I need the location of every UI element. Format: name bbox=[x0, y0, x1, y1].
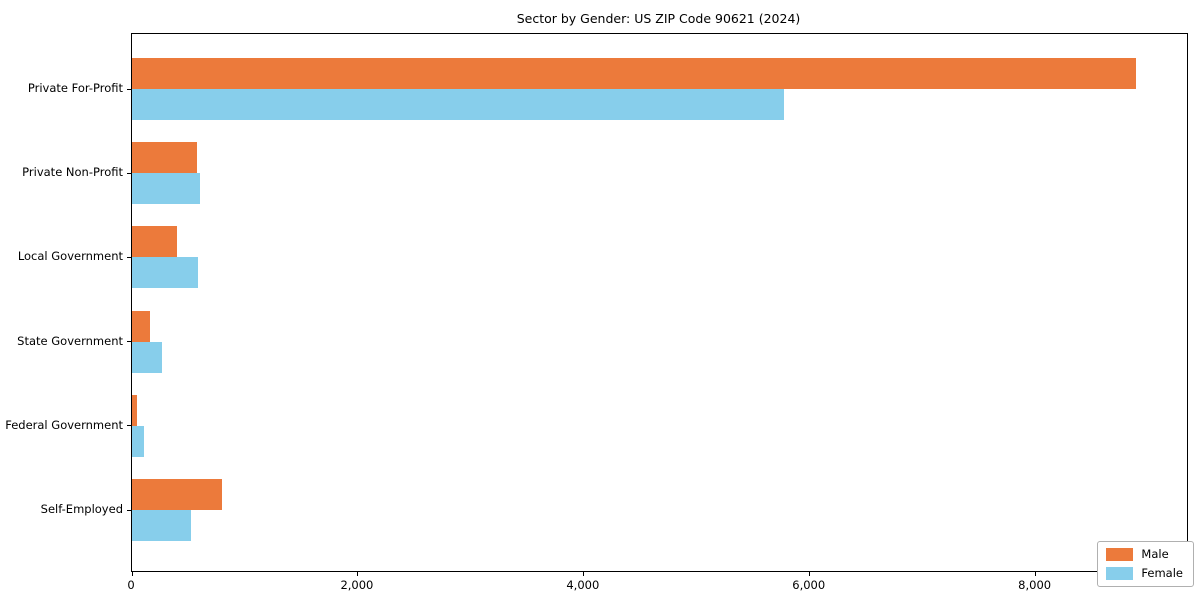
legend-swatch-male bbox=[1106, 548, 1134, 561]
plot-area bbox=[127, 33, 1188, 576]
chart-title: Sector by Gender: US ZIP Code 90621 (202… bbox=[516, 11, 801, 26]
y-tick-private-non-profit bbox=[127, 172, 131, 174]
x-tick-0 bbox=[131, 572, 133, 576]
bar-male-state-government bbox=[132, 310, 151, 342]
y-tick-state-government bbox=[127, 341, 131, 343]
x-tick-4-000 bbox=[583, 572, 585, 576]
bar-female-private-non-profit bbox=[132, 173, 200, 205]
y-tick-federal-government bbox=[127, 425, 131, 427]
x-tick-label-0: 0 bbox=[127, 578, 135, 592]
bar-female-private-for-profit bbox=[132, 89, 784, 120]
bar-male-private-for-profit bbox=[132, 58, 1136, 89]
bar-female-state-government bbox=[132, 341, 162, 373]
y-label-local-government: Local Government bbox=[17, 249, 123, 264]
y-tick-private-for-profit bbox=[127, 88, 131, 90]
bar-male-private-non-profit bbox=[132, 142, 197, 174]
y-label-private-non-profit: Private Non-Profit bbox=[22, 165, 123, 180]
y-label-state-government: State Government bbox=[17, 333, 123, 348]
y-tick-local-government bbox=[127, 256, 131, 258]
bar-female-federal-government bbox=[132, 425, 144, 457]
y-label-self-employed: Self-Employed bbox=[40, 502, 123, 516]
legend-label-male: Male bbox=[1141, 547, 1169, 561]
y-label-private-for-profit: Private For-Profit bbox=[27, 81, 123, 95]
y-label-federal-government: Federal Government bbox=[5, 417, 123, 432]
legend-item-male: Male bbox=[1106, 548, 1183, 561]
bar-male-self-employed bbox=[132, 479, 222, 510]
bar-female-self-employed bbox=[132, 510, 191, 541]
bar-male-federal-government bbox=[132, 394, 138, 426]
x-tick-label-6-000: 6,000 bbox=[792, 578, 826, 592]
legend: Male Female bbox=[1097, 541, 1194, 587]
y-tick-self-employed bbox=[127, 509, 131, 511]
x-tick-8-000 bbox=[1035, 572, 1037, 576]
x-tick-2-000 bbox=[357, 572, 359, 576]
legend-label-female: Female bbox=[1141, 566, 1183, 580]
legend-item-female: Female bbox=[1106, 567, 1183, 580]
bar-male-local-government bbox=[132, 226, 178, 258]
legend-swatch-female bbox=[1106, 567, 1134, 580]
x-tick-label-4-000: 4,000 bbox=[566, 578, 600, 592]
x-tick-label-8-000: 8,000 bbox=[1018, 578, 1052, 592]
x-tick-6-000 bbox=[809, 572, 811, 576]
x-tick-label-2-000: 2,000 bbox=[340, 578, 374, 592]
bar-female-local-government bbox=[132, 257, 199, 289]
